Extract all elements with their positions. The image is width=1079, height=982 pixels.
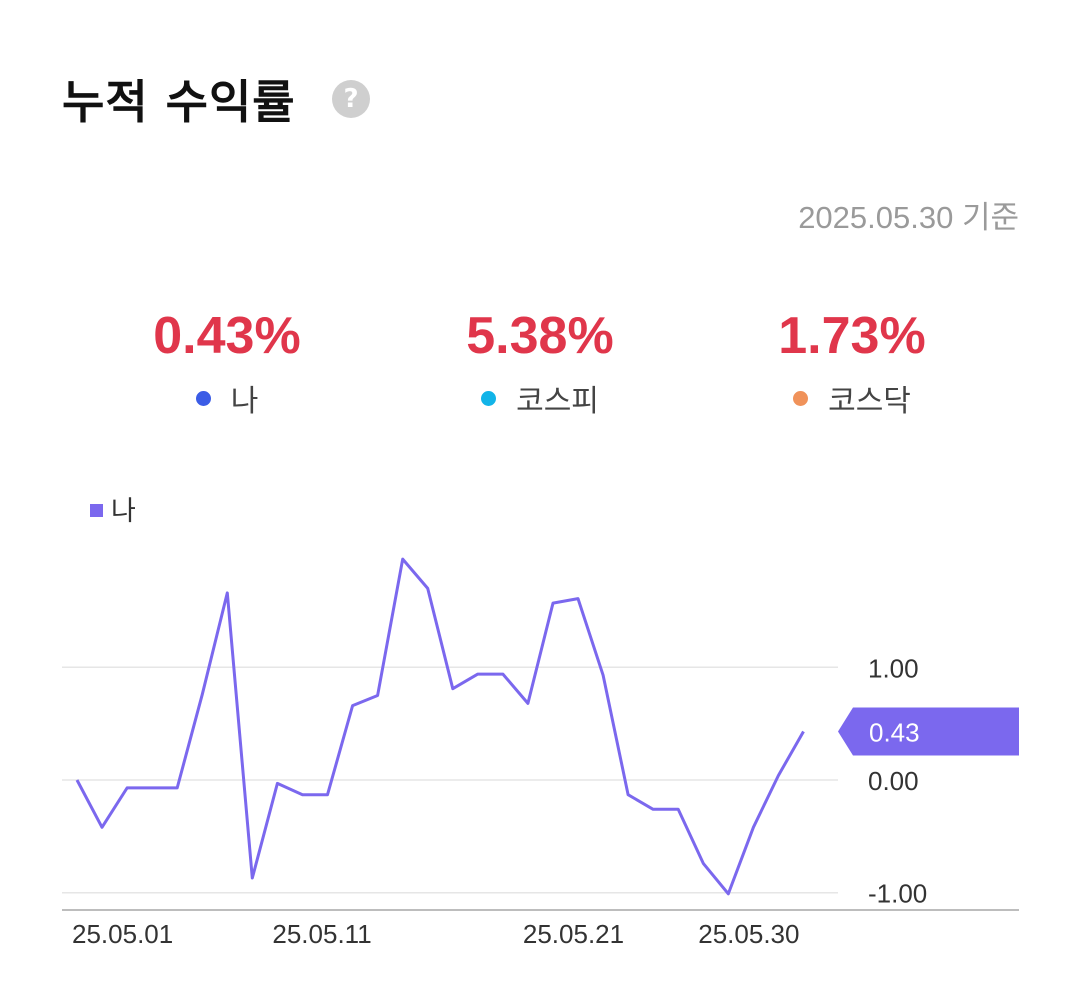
stat-value: 1.73% [778,307,926,365]
legend-dot-icon [195,390,211,406]
y-tick-label: 0.00 [868,766,919,796]
legend-swatch-icon [90,504,103,517]
last-value-label: 0.43 [869,718,920,748]
as-of-date: 2025.05.30 기준 [798,200,1019,235]
x-tick-label: 25.05.30 [698,919,799,949]
series-line-mine [75,557,805,896]
legend-label: 나 [111,496,136,526]
stat-mine: 0.43% 나 [77,306,377,420]
cumulative-return-chart: 나 25.05.01 25.05.11 25.05.21 25.05.30 1.00 0… [62,496,1019,949]
stat-value: 5.38% [466,307,614,365]
stat-label: 나 [230,384,259,419]
x-tick-label: 25.05.21 [523,919,624,949]
help-icon[interactable]: ? [332,80,370,118]
stat-label: 코스피 [516,384,599,419]
x-tick-label: 25.05.11 [272,919,371,949]
legend-dot-icon [481,390,497,406]
x-tick-label: 25.05.01 [72,919,173,949]
legend-dot-icon [793,390,809,406]
stat-kospi: 5.38% 코스피 [390,306,690,420]
stat-label: 코스닥 [828,384,911,419]
last-value-badge [838,707,1019,756]
stat-value: 0.43% [153,307,301,365]
y-tick-label: 1.00 [868,653,919,683]
page-title: 누적 수익률 [62,75,296,129]
y-tick-label: -1.00 [868,879,927,909]
stat-kosdaq: 1.73% 코스닥 [702,306,1002,420]
